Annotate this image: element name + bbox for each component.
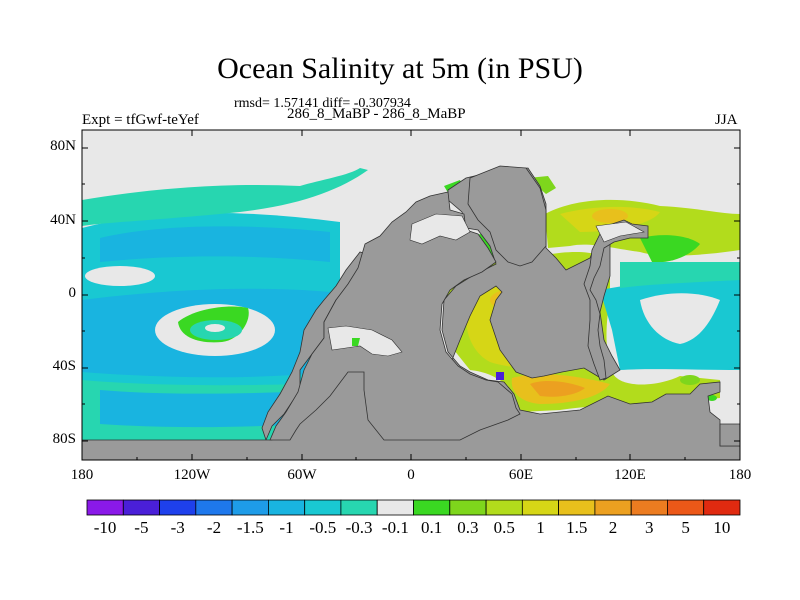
colorbar-swatch — [231, 499, 269, 516]
x-tick-label: 0 — [407, 467, 415, 483]
y-tick-label: 40S — [52, 358, 76, 374]
colorbar-swatch — [558, 499, 596, 516]
y-tick-label: 0 — [68, 285, 77, 301]
x-tick-label: 120E — [614, 467, 646, 483]
comparison-label: 286_8_MaBP - 286_8_MaBP — [287, 106, 466, 122]
far-east-light-patch — [640, 293, 720, 344]
colorbar-label: 1.5 — [566, 518, 588, 537]
experiment-label: Expt = tfGwf-teYef — [82, 112, 199, 128]
eastern-land — [583, 219, 649, 381]
plot-title: Ocean Salinity at 5m (in PSU) — [217, 52, 583, 85]
colorbar-label: -2 — [206, 518, 222, 537]
pacific-north-band — [82, 168, 368, 226]
y-tick-label: 80S — [52, 431, 76, 447]
colorbar-label: 0.1 — [420, 518, 443, 537]
colorbar-swatch — [304, 499, 342, 516]
colorbar-label: 10 — [713, 518, 731, 537]
colorbar-label: -3 — [170, 518, 185, 537]
colorbar-label: -10 — [93, 518, 117, 537]
central-asia-light-patch — [409, 213, 471, 245]
far-east-green-spot — [707, 395, 717, 401]
colorbar-swatch — [195, 499, 233, 516]
northeast-light-patch — [595, 221, 645, 243]
colorbar-swatch — [376, 499, 414, 516]
far-east-teal — [620, 262, 740, 288]
colorbar-swatch — [485, 499, 523, 516]
colorbar-label: -5 — [134, 518, 149, 537]
indian-small-negative-patch — [496, 372, 504, 380]
far-east-green — [640, 235, 700, 263]
colorbar-swatch — [267, 499, 306, 516]
southern-ocean-teal — [100, 390, 290, 428]
x-tick-label: 120W — [173, 467, 211, 483]
south-america-light-patch — [327, 325, 403, 357]
colorbar-swatch — [521, 499, 559, 516]
colorbar-label: 5 — [681, 518, 690, 537]
colorbar-swatch — [449, 499, 487, 516]
season-label: JJA — [715, 112, 738, 128]
inland-green-spot — [352, 338, 360, 346]
colorbar-swatch — [667, 499, 705, 516]
far-east-island — [719, 423, 740, 447]
y-tick-label: 80N — [50, 138, 76, 154]
southern-indian-dark-orange — [530, 381, 585, 397]
pacific-light-patch — [205, 324, 225, 332]
pacific-small-diff-patch — [85, 266, 155, 286]
far-east-green-spot — [680, 375, 700, 385]
x-tick-label: 60W — [287, 467, 317, 483]
colorbar-label: -1 — [279, 518, 294, 537]
colorbar-label: 3 — [645, 518, 654, 537]
x-tick-label: 180 — [70, 467, 94, 483]
colorbar-label: 0.5 — [493, 518, 515, 537]
x-tick-label: 60E — [508, 467, 534, 483]
x-tick-label: 180 — [728, 467, 752, 483]
northeast-orange-core — [592, 209, 628, 223]
colorbar-label: -0.3 — [345, 518, 373, 537]
colorbar-label: -1.5 — [236, 518, 264, 537]
y-ticks — [82, 147, 740, 442]
colorbar-swatch — [594, 499, 632, 516]
rmsd-diff-subtitle: rmsd= 1.57141 diff= -0.307934 — [234, 96, 411, 111]
inland-small-diff — [327, 213, 645, 357]
colorbar-swatch — [703, 499, 741, 516]
colorbar-label: -0.5 — [309, 518, 337, 537]
colorbar-label: -0.1 — [381, 518, 409, 537]
y-tick-label: 40N — [50, 212, 76, 228]
colorbar-swatch — [86, 499, 124, 516]
colorbar-label: 1 — [536, 518, 545, 537]
colorbar-swatch — [122, 499, 161, 516]
x-ticks — [81, 130, 686, 460]
colorbar-swatch — [159, 499, 197, 516]
colorbar-label: 0.3 — [457, 518, 479, 537]
pacific-north-teal — [100, 226, 330, 262]
colorbar-swatch — [340, 499, 378, 516]
land-mask — [82, 165, 740, 460]
northeast-land — [467, 165, 547, 267]
colorbar-swatch — [630, 499, 668, 516]
colorbar-label: 2 — [608, 518, 618, 537]
colorbar — [86, 499, 741, 516]
colorbar-swatch — [413, 499, 451, 516]
